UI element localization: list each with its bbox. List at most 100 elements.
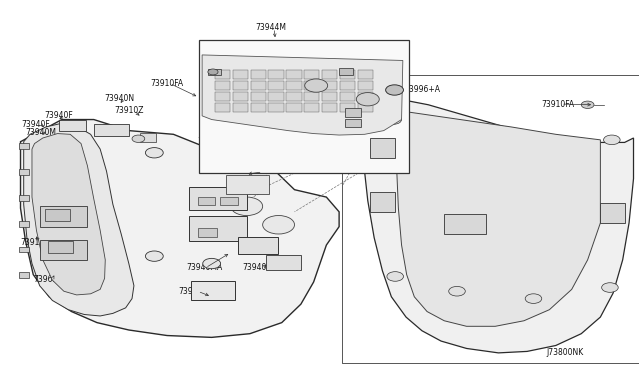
Polygon shape [202, 55, 403, 135]
Bar [226, 175, 269, 194]
Text: 73940F: 73940F [45, 110, 74, 120]
Bar [209, 68, 221, 75]
Text: 73914E: 73914E [204, 43, 233, 52]
Bar [191, 281, 235, 300]
Text: 73940M: 73940M [26, 128, 56, 137]
Bar [358, 103, 373, 112]
Polygon shape [364, 97, 634, 353]
Text: 73940MA: 73940MA [186, 263, 223, 272]
Bar [215, 70, 230, 79]
Circle shape [525, 294, 541, 304]
Text: 73910FA: 73910FA [150, 79, 184, 88]
Bar [370, 138, 395, 158]
Circle shape [449, 286, 465, 296]
Circle shape [203, 159, 221, 169]
Circle shape [145, 148, 163, 158]
Text: J73800NK: J73800NK [546, 349, 584, 357]
Bar [250, 92, 266, 101]
Polygon shape [396, 112, 600, 326]
Circle shape [208, 69, 218, 75]
Bar [239, 237, 278, 254]
Bar [304, 70, 319, 79]
Bar [19, 195, 29, 201]
Bar [215, 81, 230, 90]
Bar [250, 103, 266, 112]
Bar [286, 81, 301, 90]
Bar [286, 103, 301, 112]
Text: 73940F: 73940F [22, 120, 51, 129]
Bar [322, 103, 337, 112]
Circle shape [203, 259, 221, 269]
Text: SUNROOF: SUNROOF [351, 144, 392, 153]
Bar [322, 81, 337, 90]
Bar [40, 206, 88, 227]
Bar [189, 187, 246, 210]
Bar [94, 124, 129, 136]
Bar [286, 70, 301, 79]
Bar [199, 40, 409, 173]
Polygon shape [32, 134, 105, 295]
Bar [346, 109, 361, 116]
Bar [358, 81, 373, 90]
Circle shape [132, 135, 145, 142]
Bar [358, 70, 373, 79]
Bar [340, 70, 355, 79]
Bar [268, 81, 284, 90]
Bar [40, 240, 88, 260]
Bar [268, 70, 284, 79]
Circle shape [387, 272, 403, 281]
Circle shape [581, 101, 594, 109]
Text: 73944M: 73944M [255, 23, 286, 32]
Bar [340, 103, 355, 112]
Bar [340, 92, 355, 101]
Text: 73965SN: 73965SN [33, 275, 68, 283]
Bar [19, 169, 29, 175]
Bar [268, 103, 284, 112]
Circle shape [356, 93, 380, 106]
Bar [444, 214, 486, 234]
Bar [233, 81, 248, 90]
Bar [19, 221, 29, 227]
Text: 73910Z: 73910Z [115, 106, 144, 115]
Bar [304, 103, 319, 112]
Text: 73940N: 73940N [104, 94, 135, 103]
Text: 73918FB: 73918FB [349, 127, 383, 136]
Bar [220, 197, 238, 205]
Bar [19, 272, 29, 278]
Text: 73996+A: 73996+A [404, 85, 440, 94]
Bar [189, 216, 246, 241]
Text: 73940F: 73940F [243, 263, 271, 272]
Bar [268, 92, 284, 101]
Bar [346, 119, 361, 127]
Bar [215, 103, 230, 112]
Text: 73918FA: 73918FA [349, 119, 382, 128]
Text: 73996: 73996 [244, 167, 268, 176]
Bar [250, 70, 266, 79]
Text: 73910FA: 73910FA [541, 100, 575, 109]
Text: 73910F: 73910F [20, 238, 49, 247]
Bar [322, 70, 337, 79]
Bar [48, 241, 74, 253]
Bar [233, 103, 248, 112]
Bar [233, 70, 248, 79]
Circle shape [604, 135, 620, 145]
Bar [198, 197, 216, 205]
Bar [266, 255, 301, 270]
Circle shape [386, 85, 403, 95]
Bar [233, 92, 248, 101]
Bar [59, 119, 86, 131]
Bar [198, 228, 217, 237]
Circle shape [145, 251, 163, 261]
Bar [304, 81, 319, 90]
Bar [358, 92, 373, 101]
Bar [322, 92, 337, 101]
Circle shape [262, 215, 294, 234]
Bar [19, 143, 29, 149]
Bar [250, 81, 266, 90]
Bar [600, 203, 625, 223]
Bar [339, 68, 353, 75]
Bar [304, 92, 319, 101]
Polygon shape [24, 123, 134, 316]
Circle shape [212, 155, 225, 162]
Text: 73914EA: 73914EA [312, 61, 347, 70]
